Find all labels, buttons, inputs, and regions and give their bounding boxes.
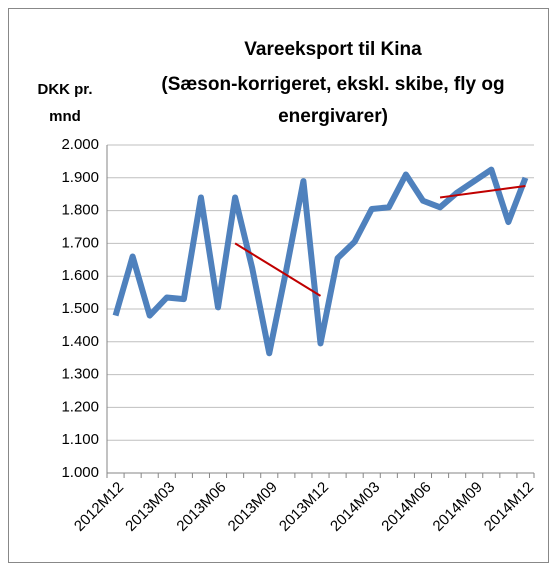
data-line: [112, 166, 529, 357]
y-tick-label: 1.200: [61, 398, 99, 415]
y-tick-label: 1.300: [61, 366, 99, 383]
y-axis-label: mnd: [49, 108, 81, 125]
y-tick-label: 1.500: [61, 300, 99, 317]
y-tick-label: 1.900: [61, 169, 99, 186]
chart-title: Vareeksport til Kina: [244, 39, 422, 60]
data-line: [234, 242, 322, 297]
y-tick-label: 1.400: [61, 333, 99, 350]
chart-title: (Sæson-korrigeret, ekskl. skibe, fly og: [161, 74, 504, 95]
chart-title: energivarer): [278, 106, 388, 127]
y-axis-label: DKK pr.: [37, 81, 92, 98]
y-tick-label: 1.600: [61, 267, 99, 284]
y-tick-label: 1.100: [61, 431, 99, 448]
data-line: [439, 185, 526, 199]
y-tick-label: 1.000: [61, 464, 99, 481]
y-tick-label: 1.800: [61, 202, 99, 219]
y-tick-label: 2.000: [61, 136, 99, 153]
y-tick-label: 1.700: [61, 234, 99, 251]
chart-frame: [8, 8, 549, 563]
